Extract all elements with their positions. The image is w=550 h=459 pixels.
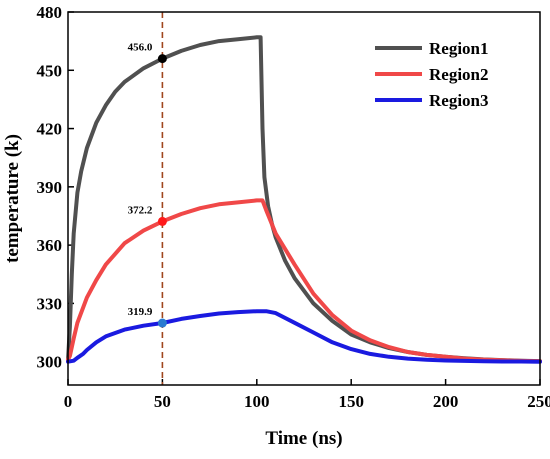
annotation-label: 319.9 <box>128 306 153 318</box>
y-tick-label: 480 <box>37 3 63 22</box>
plot-frame <box>67 11 541 386</box>
x-tick-label: 0 <box>64 392 73 411</box>
annotation-layer: 456.0 372.2 319.9 <box>128 42 167 328</box>
annotation-label: 372.2 <box>128 204 153 216</box>
legend-label: Region3 <box>429 91 489 110</box>
legend-label: Region1 <box>429 39 489 58</box>
y-axis-title: temperature (k) <box>2 134 23 263</box>
y-tick-label: 360 <box>37 236 63 255</box>
x-tick-label: 100 <box>244 392 270 411</box>
legend: Region1 Region2 Region3 <box>375 39 489 110</box>
axis-ticks: 0 50 100 150 200 250 300 330 360 390 420 450 480 <box>37 3 550 411</box>
y-tick-label: 420 <box>37 120 63 139</box>
x-axis-title: Time (ns) <box>265 428 342 449</box>
x-tick-label: 50 <box>154 392 171 411</box>
x-tick-label: 150 <box>338 392 364 411</box>
series-line-3 <box>66 309 542 364</box>
y-tick-label: 300 <box>37 353 63 372</box>
x-tick-label: 200 <box>433 392 459 411</box>
annotation-label: 456.0 <box>128 42 153 54</box>
annotation-point <box>157 54 167 64</box>
y-tick-label: 330 <box>37 294 63 313</box>
annotation-point <box>157 216 167 226</box>
x-tick-label: 250 <box>527 392 550 411</box>
series-layer <box>66 35 542 364</box>
y-tick-label: 390 <box>37 178 63 197</box>
y-tick-label: 450 <box>37 61 63 80</box>
legend-label: Region2 <box>429 65 489 84</box>
annotation-point <box>157 318 167 328</box>
series-line-2 <box>66 198 542 364</box>
